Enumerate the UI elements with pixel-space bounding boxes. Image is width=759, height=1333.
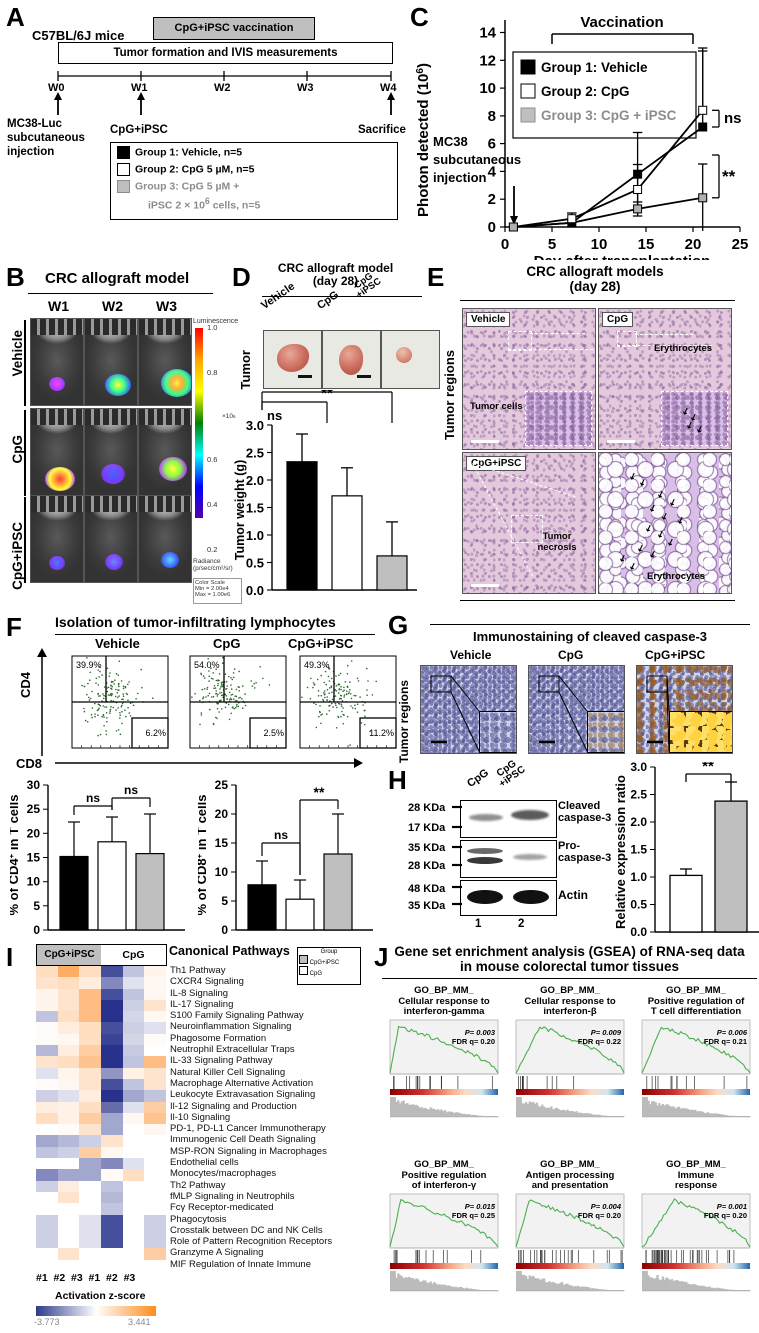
svg-text:8: 8 <box>488 108 496 125</box>
svg-text:11.2%: 11.2% <box>369 728 394 738</box>
svg-text:ns: ns <box>86 791 100 805</box>
svg-text:% of CD8+ in T cells: % of CD8+ in T cells <box>198 795 209 916</box>
svg-text:0: 0 <box>33 923 40 937</box>
svg-text:FDR q= 0.20: FDR q= 0.20 <box>578 1211 621 1220</box>
svg-text:2.5%: 2.5% <box>263 728 284 738</box>
svg-text:P= 0.009: P= 0.009 <box>591 1028 622 1037</box>
svg-text:1.5: 1.5 <box>246 501 264 516</box>
svg-text:**: ** <box>702 762 714 775</box>
svg-text:49.3%: 49.3% <box>304 660 330 670</box>
svg-text:1.0: 1.0 <box>630 870 647 884</box>
svg-text:injection: injection <box>433 170 487 185</box>
svg-text:25: 25 <box>732 236 749 253</box>
svg-text:FDR q= 0.20: FDR q= 0.20 <box>452 1037 495 1046</box>
svg-text:ns: ns <box>724 110 742 127</box>
svg-text:1.0: 1.0 <box>246 528 264 543</box>
svg-text:0: 0 <box>501 236 509 253</box>
svg-text:ns: ns <box>124 783 138 797</box>
svg-text:**: ** <box>314 784 325 800</box>
svg-text:15: 15 <box>638 236 655 253</box>
svg-text:20: 20 <box>27 826 41 840</box>
svg-text:subcutaneous: subcutaneous <box>433 152 521 167</box>
svg-text:25: 25 <box>27 802 41 816</box>
svg-text:P= 0.006: P= 0.006 <box>717 1028 748 1037</box>
svg-text:15: 15 <box>27 851 41 865</box>
svg-text:P= 0.001: P= 0.001 <box>717 1202 747 1211</box>
svg-text:20: 20 <box>685 236 702 253</box>
svg-text:P= 0.004: P= 0.004 <box>591 1202 622 1211</box>
svg-text:2.0: 2.0 <box>246 473 264 488</box>
svg-text:0: 0 <box>221 923 228 937</box>
svg-text:6.2%: 6.2% <box>145 728 166 738</box>
svg-text:10: 10 <box>27 875 41 889</box>
svg-text:2.5: 2.5 <box>630 788 647 802</box>
svg-text:FDR q= 0.22: FDR q= 0.22 <box>578 1037 621 1046</box>
svg-text:25: 25 <box>215 780 229 792</box>
svg-text:Group 3: CpG + iPSC: Group 3: CpG + iPSC <box>541 108 677 123</box>
svg-text:Group 1: Vehicle: Group 1: Vehicle <box>541 60 648 75</box>
svg-text:12: 12 <box>479 52 496 69</box>
svg-text:Vaccination: Vaccination <box>580 14 663 31</box>
svg-text:6: 6 <box>488 136 496 153</box>
svg-text:30: 30 <box>27 780 41 792</box>
svg-text:Photon detected (106): Photon detected (106) <box>415 63 433 217</box>
svg-text:10: 10 <box>591 236 608 253</box>
svg-text:% of CD4+ in T cells: % of CD4+ in T cells <box>10 795 21 916</box>
svg-text:P= 0.003: P= 0.003 <box>465 1028 496 1037</box>
svg-text:FDR q= 0.20: FDR q= 0.20 <box>704 1211 747 1220</box>
svg-text:15: 15 <box>215 836 229 850</box>
svg-text:FDR q= 0.25: FDR q= 0.25 <box>452 1211 495 1220</box>
svg-text:20: 20 <box>215 807 229 821</box>
svg-text:0: 0 <box>488 219 496 236</box>
svg-text:0.0: 0.0 <box>246 583 264 598</box>
svg-text:P= 0.015: P= 0.015 <box>465 1202 496 1211</box>
svg-text:Group 2: CpG: Group 2: CpG <box>541 84 630 99</box>
svg-text:2.5: 2.5 <box>246 446 264 461</box>
svg-text:5: 5 <box>548 236 556 253</box>
svg-text:MC38: MC38 <box>433 134 468 149</box>
svg-text:0.0: 0.0 <box>630 925 647 939</box>
svg-text:Relative expression ratio: Relative expression ratio <box>615 775 628 929</box>
svg-text:0.5: 0.5 <box>246 556 264 571</box>
svg-text:2.0: 2.0 <box>630 815 647 829</box>
svg-text:**: ** <box>722 167 736 186</box>
svg-text:1.5: 1.5 <box>630 843 647 857</box>
svg-text:14: 14 <box>479 25 496 42</box>
svg-text:0.5: 0.5 <box>630 898 647 912</box>
svg-text:ns: ns <box>274 828 288 842</box>
svg-text:5: 5 <box>33 899 40 913</box>
svg-text:2: 2 <box>488 191 496 208</box>
svg-text:5: 5 <box>221 894 228 908</box>
svg-text:Tumor weight (g): Tumor weight (g) <box>233 460 247 560</box>
svg-text:FDR q= 0.21: FDR q= 0.21 <box>704 1037 747 1046</box>
svg-text:10: 10 <box>215 865 229 879</box>
svg-text:Day after transplantation: Day after transplantation <box>534 253 711 260</box>
svg-text:3.0: 3.0 <box>246 418 264 433</box>
svg-text:10: 10 <box>479 80 496 97</box>
svg-text:54.0%: 54.0% <box>194 660 220 670</box>
svg-text:39.9%: 39.9% <box>76 660 102 670</box>
svg-text:3.0: 3.0 <box>630 762 647 774</box>
